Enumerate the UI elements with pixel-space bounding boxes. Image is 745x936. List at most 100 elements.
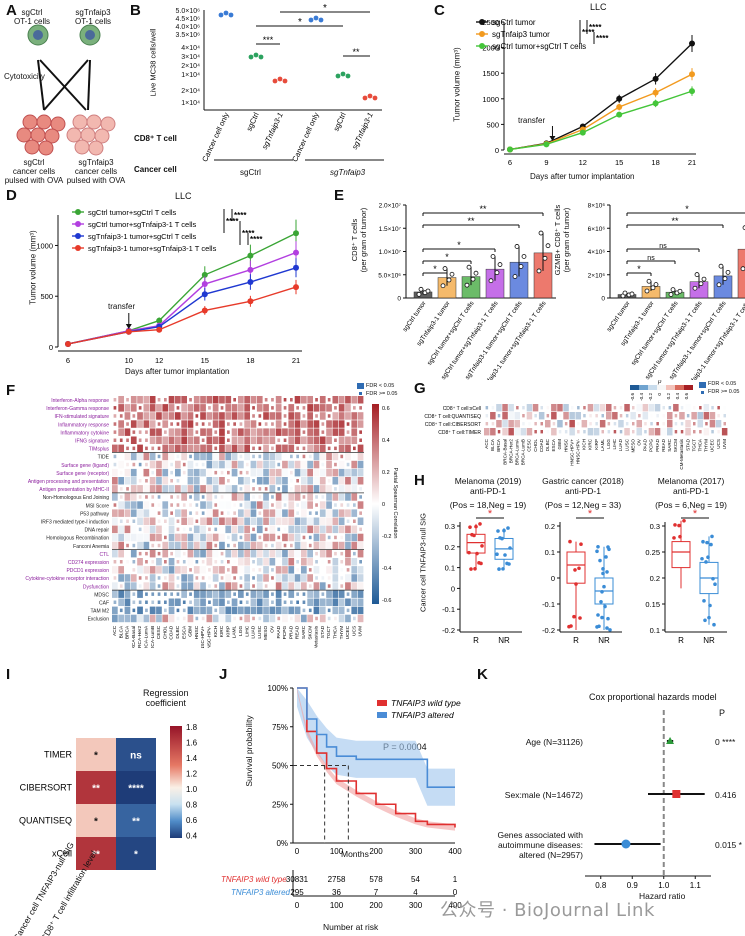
f-cell-small (157, 584, 161, 588)
f-cell (357, 533, 364, 542)
g-col-label: OV (637, 438, 642, 446)
f-cell-small (340, 535, 344, 540)
f-cell (326, 590, 332, 598)
f-cell (149, 517, 156, 525)
f-row-label: PDCD1 expression (66, 568, 109, 574)
h-point (495, 552, 499, 556)
f-cell-small (138, 584, 142, 588)
f-cell (238, 525, 244, 534)
f-cell-small (340, 551, 344, 556)
h-ytick-label: 0.1 (445, 564, 455, 573)
h-point (573, 568, 577, 572)
f-cell (307, 549, 313, 558)
f-row-label: IRF3 mediated type-I induction (41, 520, 109, 526)
f-cell (162, 404, 169, 412)
j-ytick-label: 0% (276, 839, 288, 848)
f-cell-small (182, 503, 186, 507)
f-cell (263, 404, 269, 412)
c-xlabel: Days after tumor implantation (530, 172, 635, 181)
g-col-label: SARC (667, 438, 672, 451)
b-ticks-top: 5.0×10⁶ 4.5×10⁶ 4.0×10⁶ 3.5×10⁶ (144, 8, 201, 40)
f-cell (307, 477, 313, 485)
g-cell-small (680, 422, 684, 426)
f-cell (250, 420, 257, 428)
f-cell-small (157, 519, 161, 523)
h-point (468, 525, 472, 529)
f-colorbar-tick: 0.4 (382, 438, 390, 444)
f-cell-small (145, 600, 148, 604)
g-cell (557, 420, 563, 428)
f-cell-small (145, 462, 148, 467)
f-cell (187, 541, 194, 550)
panel-label: D (6, 187, 17, 204)
f-cell (181, 517, 187, 525)
f-cell-small (176, 527, 180, 532)
e-left-sig-text: * (457, 240, 461, 250)
f-cell (319, 566, 326, 574)
h-point (572, 614, 576, 619)
f-cell (200, 566, 206, 574)
d-legend-dot (75, 209, 81, 215)
f-cell (351, 566, 358, 574)
h-ytick-label: 0.2 (445, 543, 455, 552)
f-cell (357, 614, 364, 623)
f-cell (206, 468, 213, 477)
f-cell-small (164, 576, 167, 580)
f-cell (357, 444, 364, 453)
f-cell (193, 533, 200, 542)
f-cell (118, 549, 124, 558)
f-cell-small (271, 568, 274, 572)
b-cd8-row-label: CD8⁺ T cell (134, 134, 177, 143)
g-cell (526, 412, 533, 420)
g-row-label: CD8⁺ T cell:xCell (443, 406, 481, 412)
f-cell (219, 525, 225, 534)
f-cell (212, 517, 219, 525)
h-point (578, 616, 582, 620)
f-cell (263, 574, 269, 582)
k-xtick-label: 0.9 (627, 881, 639, 890)
g-cell-small (717, 414, 720, 418)
f-cell-small (164, 592, 167, 596)
g-cell (514, 420, 520, 428)
f-cell-small (359, 487, 362, 491)
b-cancer-row-label: Cancer cell (134, 165, 177, 174)
f-cell (313, 428, 320, 436)
h-point (605, 626, 609, 630)
i-cell (76, 837, 116, 870)
j-xtick-label: 100 (330, 847, 344, 856)
f-cell (345, 485, 351, 493)
f-cell-small (308, 584, 312, 588)
f-cell (301, 541, 307, 550)
f-cell (275, 428, 282, 436)
b-point (318, 17, 324, 23)
h-point (599, 599, 603, 604)
g-cell-small (558, 430, 562, 434)
f-cell (351, 428, 358, 436)
f-cell-small (113, 422, 117, 426)
f-cell (219, 533, 225, 542)
c-point (652, 75, 659, 82)
f-cell-small (239, 503, 243, 507)
f-cell (288, 428, 295, 436)
f-cell (332, 396, 339, 404)
f-cell (238, 396, 244, 404)
g-legend-tick: 0.6 (684, 393, 689, 400)
f-cell-small (283, 592, 287, 596)
f-cell (181, 428, 187, 436)
f-cell (149, 396, 156, 404)
panel-k: K Cox proportional hazards model P Age (… (465, 648, 745, 936)
f-cell (313, 566, 320, 574)
f-cell (319, 452, 326, 461)
f-cell (137, 501, 143, 509)
f-col-label: BRCA (125, 625, 131, 639)
g-cell (642, 412, 649, 420)
f-cell (112, 590, 118, 598)
f-cell (269, 460, 276, 469)
j-risk-value: 7 (374, 888, 379, 897)
k-xtick-label: 1.1 (690, 881, 702, 890)
f-row-label: Interferon-Gamma response (46, 406, 109, 412)
f-cell (294, 436, 301, 444)
f-cell (175, 396, 181, 404)
f-cell-small (145, 576, 148, 580)
f-cell (149, 509, 156, 517)
